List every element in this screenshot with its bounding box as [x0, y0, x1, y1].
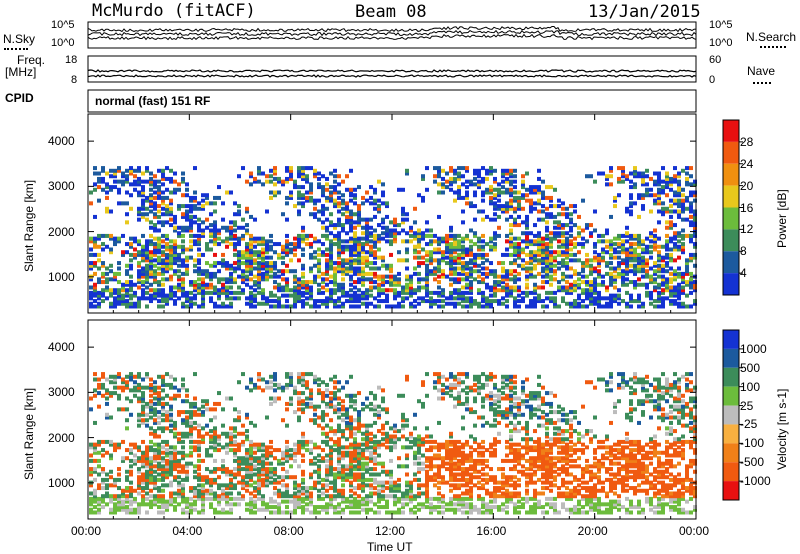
x-tick-label: 20:00 [577, 524, 608, 538]
colorbar-swatch [723, 141, 739, 164]
colorbar-tick-label: 12 [740, 222, 754, 237]
nave-label: Nave [747, 64, 776, 78]
colorbar-swatch [723, 273, 739, 295]
colorbar-swatch [723, 481, 739, 500]
nsearch-dots [760, 46, 786, 48]
freq-trace [87, 74, 697, 78]
noise-right-tick-bottom: 10^0 [709, 37, 733, 49]
noise-panel-frame [87, 21, 697, 49]
velocity-colorbar-label: Velocity [m s-1] [775, 388, 789, 470]
velocity-heatmap-cells [89, 372, 697, 515]
colorbar-swatch [723, 367, 739, 387]
cpid-panel-frame [87, 89, 697, 113]
colorbar-swatch [723, 405, 739, 425]
freq-trace [87, 69, 697, 73]
date-title: 13/Jan/2015 [588, 2, 701, 22]
colorbar-swatch [723, 163, 739, 186]
power-colorbar [722, 119, 743, 296]
nave-tick-top: 60 [709, 54, 722, 66]
freq-traces [87, 69, 697, 78]
noise-tick-bottom: 10^0 [51, 37, 75, 49]
power-heatmap-cells [89, 166, 697, 309]
y-tick-label: 3000 [48, 385, 75, 400]
y-tick-label: 2000 [48, 430, 75, 445]
noise-tick-top: 10^5 [51, 19, 75, 31]
colorbar-tick-label: -500 [740, 455, 765, 470]
freq-unit: [MHz] [5, 65, 37, 79]
colorbar-swatch [723, 120, 739, 142]
cpid-label: CPID [5, 91, 34, 105]
station-title: McMurdo (fitACF) [92, 1, 256, 21]
y-tick-label: 4000 [48, 340, 75, 355]
colorbar-tick-label: 16 [740, 200, 754, 215]
power-ylabel: Slant Range [km] [22, 179, 36, 272]
velocity-ylabel: Slant Range [km] [22, 387, 36, 480]
colorbar-tick-label: -100 [740, 436, 765, 451]
colorbar-swatch [723, 462, 739, 482]
x-tick-label: 08:00 [273, 524, 304, 538]
noise-right-tick-top: 10^5 [709, 19, 733, 31]
freq-tick-top: 18 [65, 54, 78, 66]
nsearch-label: N.Search [746, 30, 797, 44]
x-tick-label: 12:00 [375, 524, 406, 538]
noise-trace [87, 26, 697, 33]
colorbar-tick-label: 8 [740, 244, 747, 259]
colorbar-tick-label: 1000 [740, 341, 767, 356]
colorbar-tick-label: -1000 [740, 474, 771, 489]
cpid-text: normal (fast) 151 RF [95, 94, 211, 108]
beam-title: Beam 08 [355, 2, 427, 22]
freq-label: Freq. [17, 53, 46, 67]
velocity-colorbar [722, 329, 743, 501]
power-colorbar-label: Power [dB] [775, 189, 789, 248]
colorbar-tick-label: 500 [740, 360, 761, 375]
colorbar-tick-label: -25 [740, 417, 758, 432]
noise-trace [87, 29, 697, 37]
colorbar-tick-label: 24 [740, 156, 754, 171]
y-tick-label: 4000 [48, 134, 75, 149]
colorbar-swatch [723, 207, 739, 230]
colorbar-swatch [723, 251, 739, 274]
x-tick-label: 00:00 [71, 524, 102, 538]
colorbar-tick-label: 100 [740, 379, 761, 394]
x-tick-label: 16:00 [476, 524, 507, 538]
x-axis-label: Time UT [367, 540, 413, 554]
colorbar-tick-label: 20 [740, 178, 754, 193]
freq-panel-frame [87, 55, 697, 83]
y-tick-label: 1000 [48, 475, 75, 490]
axes-ticks [87, 114, 697, 519]
colorbar-tick-label: 28 [740, 134, 754, 149]
colorbar-swatch [723, 229, 739, 252]
y-tick-label: 1000 [48, 269, 75, 284]
colorbar-swatch [723, 348, 739, 368]
colorbar-swatch [723, 443, 739, 463]
colorbar-swatch [723, 185, 739, 208]
y-tick-label: 3000 [48, 179, 75, 194]
colorbar-frame [722, 329, 740, 501]
colorbar-swatch [723, 424, 739, 444]
nave-dots [753, 82, 771, 84]
colorbar-tick-label: 4 [740, 266, 747, 281]
freq-tick-bottom: 8 [71, 74, 78, 86]
colorbar-tick-label: 25 [740, 398, 754, 413]
colorbar-swatch [723, 330, 739, 349]
x-tick-label: 04:00 [172, 524, 203, 538]
noise-trace [87, 33, 697, 41]
noise-traces [87, 26, 697, 41]
nsky-label: N.Sky [3, 32, 36, 46]
y-tick-label: 2000 [48, 224, 75, 239]
nave-tick-bottom: 0 [709, 74, 716, 86]
colorbar-swatch [723, 386, 739, 406]
nsky-dots [4, 48, 28, 50]
x-tick-label: 00:00 [679, 524, 710, 538]
